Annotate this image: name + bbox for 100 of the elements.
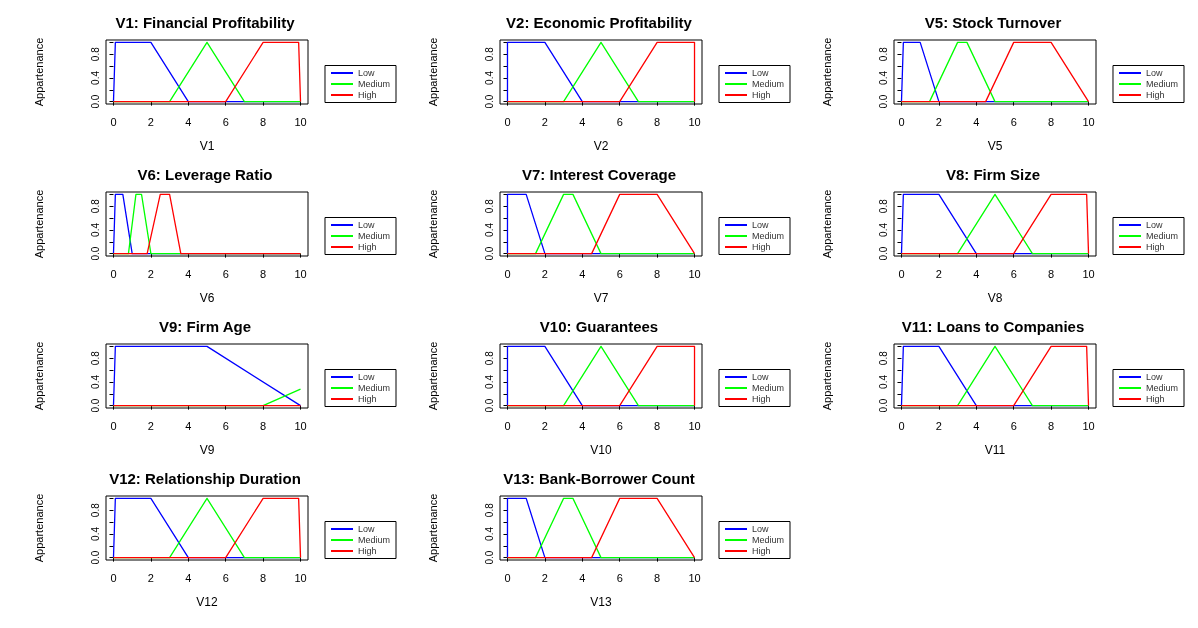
x-tick-label: 6 xyxy=(616,419,623,432)
x-axis-title: V11 xyxy=(984,443,1006,457)
chart-title: V6: Leverage Ratio xyxy=(137,166,273,183)
legend-label: Low xyxy=(357,220,375,230)
legend-label: Medium xyxy=(751,535,785,545)
x-tick-label: 8 xyxy=(260,571,267,584)
y-tick-label: 0.0 xyxy=(89,246,101,261)
legend-label: Low xyxy=(751,220,769,230)
x-tick-label: 2 xyxy=(147,571,154,584)
legend-label: Low xyxy=(357,372,375,382)
x-tick-label: 8 xyxy=(260,419,267,432)
y-axis-title: Appartenance xyxy=(32,189,45,259)
legend-label: High xyxy=(357,546,377,556)
y-tick-label: 0.4 xyxy=(877,70,889,85)
chart-title: V9: Firm Age xyxy=(159,318,251,335)
x-tick-label: 8 xyxy=(260,115,267,128)
y-axis-title: Appartenance xyxy=(426,37,439,107)
y-tick-label: 0.8 xyxy=(89,198,101,214)
legend-label: Medium xyxy=(357,79,391,89)
legend-label: Medium xyxy=(751,231,785,241)
x-axis-title: V12 xyxy=(196,595,218,609)
x-tick-label: 6 xyxy=(1010,419,1017,432)
legend-label: Low xyxy=(751,372,769,382)
chart-title: V12: Relationship Duration xyxy=(109,470,301,487)
y-tick-label: 0.8 xyxy=(877,350,889,366)
legend-label: Low xyxy=(751,68,769,78)
x-tick-label: 2 xyxy=(147,419,154,432)
y-tick-label: 0.4 xyxy=(89,526,101,541)
y-tick-label: 0.0 xyxy=(877,94,889,109)
y-axis-title: Appartenance xyxy=(820,37,833,107)
y-tick-label: 0.4 xyxy=(877,374,889,389)
legend-label: High xyxy=(357,90,377,100)
y-tick-label: 0.8 xyxy=(89,350,101,366)
x-axis-title: V2 xyxy=(593,139,609,153)
y-tick-label: 0.0 xyxy=(483,550,495,565)
x-tick-label: 2 xyxy=(935,267,942,280)
x-axis-title: V13 xyxy=(590,595,612,609)
y-tick-label: 0.8 xyxy=(877,198,889,214)
x-tick-label: 8 xyxy=(654,419,661,432)
legend-label: Medium xyxy=(357,231,391,241)
chart-title: V8: Firm Size xyxy=(945,166,1041,183)
x-tick-label: 6 xyxy=(1010,267,1017,280)
y-tick-label: 0.4 xyxy=(877,222,889,237)
x-tick-label: 10 xyxy=(1082,115,1095,128)
x-tick-label: 6 xyxy=(616,115,623,128)
x-tick-label: 0 xyxy=(110,419,117,432)
y-tick-label: 0.0 xyxy=(877,398,889,413)
legend-label: Low xyxy=(751,524,769,534)
y-axis-title: Appartenance xyxy=(32,493,45,563)
y-tick-label: 0.8 xyxy=(877,46,889,62)
chart-title: V13: Bank-Borrower Count xyxy=(503,470,695,487)
y-axis-title: Appartenance xyxy=(32,37,45,107)
x-tick-label: 6 xyxy=(1010,115,1017,128)
x-tick-label: 4 xyxy=(185,419,192,432)
x-tick-label: 8 xyxy=(654,571,661,584)
legend-label: Medium xyxy=(751,383,785,393)
x-tick-label: 6 xyxy=(222,571,229,584)
x-tick-label: 8 xyxy=(1048,419,1055,432)
legend-label: High xyxy=(357,394,377,404)
x-tick-label: 10 xyxy=(1082,419,1095,432)
x-tick-label: 0 xyxy=(898,267,905,280)
x-tick-label: 0 xyxy=(110,571,117,584)
y-tick-label: 0.8 xyxy=(483,350,495,366)
y-tick-label: 0.8 xyxy=(89,502,101,518)
x-tick-label: 4 xyxy=(973,267,980,280)
legend-label: Medium xyxy=(1145,231,1179,241)
x-tick-label: 4 xyxy=(973,419,980,432)
legend-label: High xyxy=(751,90,771,100)
legend-label: High xyxy=(751,546,771,556)
x-tick-label: 2 xyxy=(147,267,154,280)
x-axis-title: V1 xyxy=(199,139,215,153)
x-tick-label: 6 xyxy=(616,267,623,280)
legend-label: High xyxy=(751,242,771,252)
y-tick-label: 0.0 xyxy=(483,398,495,413)
y-axis-title: Appartenance xyxy=(426,189,439,259)
x-tick-label: 2 xyxy=(935,419,942,432)
x-tick-label: 0 xyxy=(504,571,511,584)
y-axis-title: Appartenance xyxy=(426,341,439,411)
x-tick-label: 0 xyxy=(504,267,511,280)
x-tick-label: 8 xyxy=(654,267,661,280)
y-tick-label: 0.0 xyxy=(877,246,889,261)
x-tick-label: 8 xyxy=(1048,267,1055,280)
x-tick-label: 2 xyxy=(541,419,548,432)
x-tick-label: 4 xyxy=(185,267,192,280)
x-tick-label: 10 xyxy=(688,571,701,584)
y-axis-title: Appartenance xyxy=(820,341,833,411)
y-tick-label: 0.0 xyxy=(89,94,101,109)
x-tick-label: 10 xyxy=(1082,267,1095,280)
legend-label: Low xyxy=(1145,220,1163,230)
x-tick-label: 4 xyxy=(579,267,586,280)
x-tick-label: 4 xyxy=(973,115,980,128)
x-tick-label: 2 xyxy=(935,115,942,128)
legend-label: Low xyxy=(357,524,375,534)
x-tick-label: 6 xyxy=(222,419,229,432)
y-tick-label: 0.8 xyxy=(89,46,101,62)
y-tick-label: 0.8 xyxy=(483,46,495,62)
legend-label: Low xyxy=(1145,372,1163,382)
y-axis-title: Appartenance xyxy=(32,341,45,411)
y-tick-label: 0.0 xyxy=(483,246,495,261)
x-tick-label: 0 xyxy=(504,419,511,432)
